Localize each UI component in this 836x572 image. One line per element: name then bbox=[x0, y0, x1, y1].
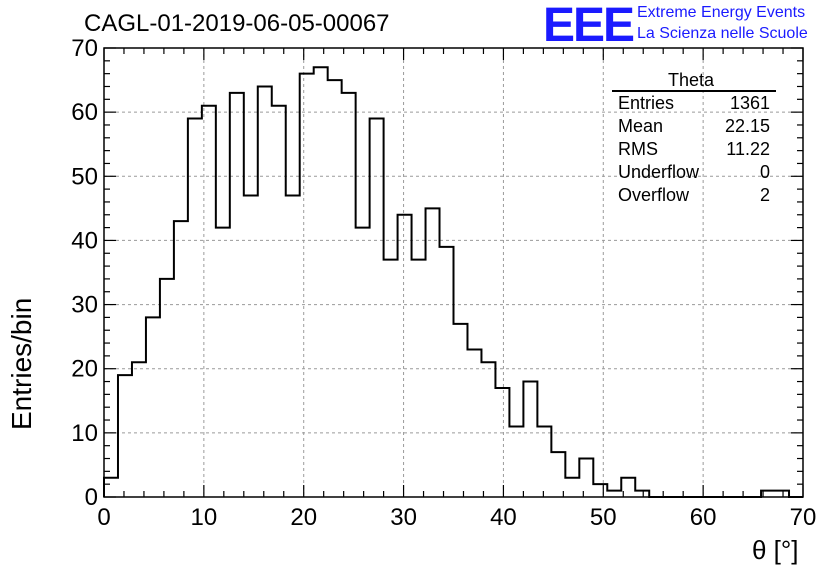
stats-label: Overflow bbox=[618, 185, 690, 205]
x-tick-label: 60 bbox=[690, 504, 717, 531]
x-tick-label: 20 bbox=[290, 504, 317, 531]
stats-row-overflow: Overflow 2 bbox=[618, 185, 770, 206]
stats-value: 1361 bbox=[729, 93, 770, 113]
stats-value: 0 bbox=[759, 162, 770, 182]
stats-value: 22.15 bbox=[724, 116, 770, 136]
plot-frame bbox=[103, 47, 804, 498]
y-tick-label: 30 bbox=[71, 292, 98, 319]
y-tick-label: 60 bbox=[71, 99, 98, 126]
y-tick-label: 40 bbox=[71, 227, 98, 254]
x-tick-label: 50 bbox=[590, 504, 617, 531]
eee-logo: EEE bbox=[543, 0, 635, 52]
x-axis-label: θ [°] bbox=[752, 535, 799, 565]
logo-line-1: Extreme Energy Events bbox=[637, 4, 806, 21]
stats-label: Mean bbox=[618, 116, 664, 136]
y-tick-label: 10 bbox=[71, 420, 98, 447]
stats-value: 2 bbox=[759, 185, 770, 205]
stats-row-rms: RMS 11.22 bbox=[618, 139, 770, 160]
y-tick-label: 20 bbox=[71, 356, 98, 383]
chart-title: CAGL-01-2019-06-05-00067 bbox=[84, 10, 390, 37]
logo-line-2: La Scienza nelle Scuole bbox=[637, 25, 808, 42]
plot-border bbox=[103, 47, 804, 498]
stats-label: Entries bbox=[618, 93, 675, 113]
x-tick-label: 0 bbox=[97, 504, 110, 531]
y-axis-label: Entries/bin bbox=[6, 297, 37, 430]
x-tick-label: 70 bbox=[790, 504, 817, 531]
stats-label: Underflow bbox=[618, 162, 700, 182]
x-tick-label: 10 bbox=[191, 504, 218, 531]
stats-row-mean: Mean 22.15 bbox=[618, 116, 770, 137]
stats-row-entries: Entries 1361 bbox=[618, 93, 770, 114]
stats-row-underflow: Underflow 0 bbox=[618, 162, 770, 183]
x-tick-label: 30 bbox=[390, 504, 417, 531]
stats-label: RMS bbox=[618, 139, 658, 159]
stats-box-title: Theta bbox=[668, 70, 715, 90]
y-tick-label: 0 bbox=[85, 484, 98, 511]
y-tick-label: 70 bbox=[71, 35, 98, 62]
x-tick-label: 40 bbox=[490, 504, 517, 531]
histogram-series bbox=[103, 66, 803, 498]
stats-value: 11.22 bbox=[726, 139, 770, 159]
histogram-step-line bbox=[103, 66, 803, 498]
y-tick-label: 50 bbox=[71, 163, 98, 190]
axis-ticks bbox=[103, 47, 804, 498]
